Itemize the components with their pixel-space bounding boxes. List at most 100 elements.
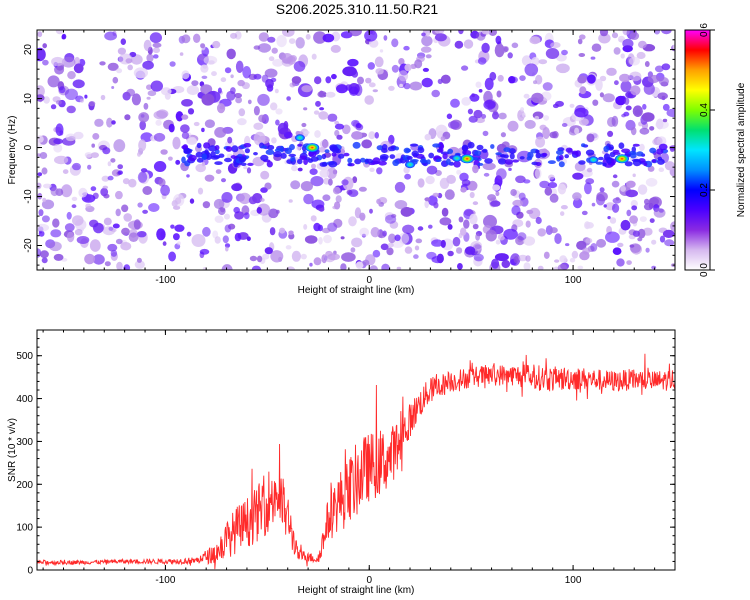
- heatmap-noise-blob: [560, 211, 565, 217]
- heatmap-noise-blob: [426, 32, 430, 37]
- heatmap-noise-blob: [230, 32, 238, 39]
- heatmap-noise-blob: [107, 175, 114, 181]
- heatmap-noise-blob: [616, 258, 625, 267]
- snr-ytick-label: 100: [16, 523, 33, 534]
- heatmap-noise-blob: [268, 56, 275, 62]
- heatmap-noise-blob: [231, 183, 243, 192]
- heatmap-noise-blob: [641, 112, 655, 122]
- heatmap-noise-blob: [420, 46, 432, 53]
- heatmap-noise-blob: [417, 226, 424, 231]
- heatmap-noise-blob: [340, 236, 345, 240]
- heatmap-band-blob: [547, 160, 556, 165]
- heatmap-band-blob: [195, 151, 203, 158]
- heatmap-noise-blob: [238, 192, 251, 205]
- heatmap-noise-blob: [492, 111, 499, 120]
- heatmap-noise-blob: [362, 259, 370, 266]
- heatmap-noise-blob: [92, 254, 105, 265]
- heatmap-feature-0: [305, 143, 320, 153]
- heatmap-noise-blob: [467, 108, 473, 115]
- heatmap-noise-blob: [525, 255, 531, 262]
- heatmap-band-blob: [461, 144, 469, 152]
- heatmap-band-blob: [602, 162, 607, 167]
- heatmap-noise-blob: [662, 229, 675, 238]
- heatmap-noise-blob: [649, 218, 655, 224]
- heatmap-noise-blob: [53, 138, 63, 145]
- heatmap-noise-blob: [313, 31, 327, 44]
- heatmap-noise-blob: [460, 187, 467, 193]
- heatmap-noise-blob: [424, 197, 431, 202]
- heatmap-noise-blob: [193, 121, 200, 127]
- heatmap-noise-blob: [388, 85, 395, 91]
- heatmap-noise-blob: [522, 112, 526, 118]
- heatmap-band-blob: [612, 151, 621, 155]
- heatmap-band-blob: [535, 149, 540, 154]
- heatmap-noise-blob: [279, 227, 286, 234]
- heatmap-band-blob: [224, 157, 232, 163]
- heatmap-band-blob: [213, 155, 221, 159]
- heatmap-noise-blob: [291, 76, 302, 84]
- heatmap-noise-blob: [230, 87, 236, 95]
- heatmap-noise-blob: [148, 203, 160, 212]
- heatmap-noise-blob: [270, 102, 278, 111]
- heatmap-band-blob: [331, 152, 337, 157]
- heatmap-noise-blob: [161, 87, 172, 96]
- heatmap-noise-blob: [193, 33, 201, 43]
- heatmap-noise-blob: [301, 85, 313, 93]
- heatmap-noise-blob: [238, 108, 246, 117]
- heatmap-frame: [36, 29, 676, 271]
- snr-panel: -100 0 100 0 100 200 300 400 500 Height of strai…: [7, 329, 676, 596]
- heatmap-noise-blob: [107, 161, 112, 167]
- snr-xlabel: Height of straight line (km): [298, 585, 415, 596]
- heatmap-noise-blob: [523, 93, 530, 99]
- heatmap-noise-blob: [256, 255, 263, 263]
- heatmap-noise-blob: [49, 241, 62, 252]
- heatmap-noise-blob: [103, 217, 112, 226]
- heatmap-noise-blob: [111, 86, 115, 89]
- heatmap-noise-blob: [431, 239, 444, 247]
- heatmap-noise-blob: [590, 243, 598, 252]
- heatmap-noise-blob: [322, 33, 335, 43]
- heatmap-feature-1: [460, 154, 475, 164]
- heatmap-band-blob: [280, 152, 287, 159]
- heatmap-noise-blob: [247, 99, 252, 105]
- heatmap-noise-blob: [653, 208, 666, 218]
- heatmap-noise-blob: [598, 33, 611, 44]
- heatmap-noise-blob: [521, 55, 532, 66]
- heatmap-noise-blob: [262, 253, 270, 260]
- heatmap-noise-blob: [554, 233, 562, 245]
- heatmap-noise-blob: [518, 254, 528, 262]
- heatmap-noise-blob: [37, 47, 46, 62]
- heatmap-noise-blob: [120, 242, 132, 251]
- heatmap-noise-blob: [121, 227, 130, 236]
- heatmap-noise-blob: [483, 214, 497, 229]
- heatmap-noise-blob: [624, 97, 630, 105]
- heatmap-band-blob: [237, 153, 243, 157]
- heatmap-noise-blob: [153, 132, 166, 142]
- heatmap-noise-blob: [38, 209, 44, 217]
- heatmap-noise-blob: [115, 208, 121, 217]
- heatmap-noise-blob: [497, 74, 504, 82]
- colorbar-label: Normalized spectral amplitude: [736, 82, 747, 217]
- heatmap-noise-blob: [507, 52, 513, 59]
- heatmap-noise-blob: [426, 251, 437, 260]
- heatmap-band-blob: [598, 156, 604, 161]
- heatmap-noise-blob: [645, 247, 650, 253]
- heatmap-noise-blob: [142, 186, 153, 195]
- heatmap-noise-blob: [146, 96, 151, 100]
- heatmap-noise-blob: [632, 173, 636, 178]
- heatmap-band-blob: [360, 157, 366, 163]
- heatmap-noise-blob: [503, 46, 509, 52]
- heatmap-noise-blob: [439, 177, 450, 189]
- heatmap-noise-blob: [556, 63, 570, 74]
- heatmap-noise-blob: [485, 229, 497, 242]
- heatmap-band-blob: [564, 154, 569, 159]
- heatmap-noise-blob: [323, 92, 327, 97]
- heatmap-noise-blob: [319, 107, 325, 111]
- heatmap-noise-blob: [542, 82, 553, 91]
- heatmap-band-blob: [558, 161, 565, 168]
- heatmap-noise-blob: [626, 209, 632, 217]
- heatmap-noise-blob: [242, 66, 252, 79]
- heatmap-noise-blob: [168, 251, 177, 262]
- heatmap-noise-blob: [458, 216, 464, 223]
- heatmap-noise-blob: [611, 180, 620, 188]
